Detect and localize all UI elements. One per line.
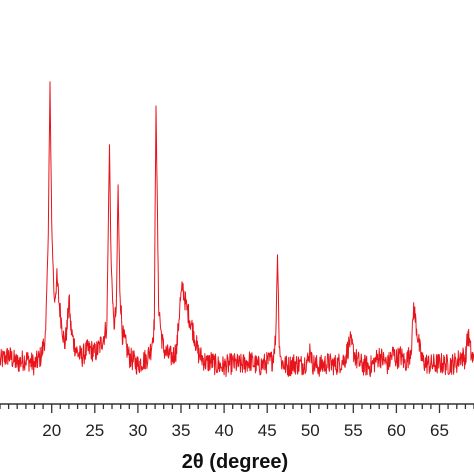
x-tick-label: 45 xyxy=(258,421,277,440)
x-tick-label: 25 xyxy=(85,421,104,440)
x-tick-label: 35 xyxy=(172,421,191,440)
x-tick-label: 30 xyxy=(128,421,147,440)
x-tick-label: 60 xyxy=(387,421,406,440)
x-tick-label: 55 xyxy=(344,421,363,440)
x-tick-label: 65 xyxy=(430,421,449,440)
x-tick-label: 40 xyxy=(215,421,234,440)
x-axis-ticks: 20 25 30 35 40 45 50 55 60 65 xyxy=(0,404,474,440)
x-tick-label: 50 xyxy=(301,421,320,440)
x-tick-label: 20 xyxy=(42,421,61,440)
series-line-0 xyxy=(0,81,474,378)
series-layer xyxy=(0,81,474,378)
x-axis-title: 2θ (degree) xyxy=(182,451,288,473)
